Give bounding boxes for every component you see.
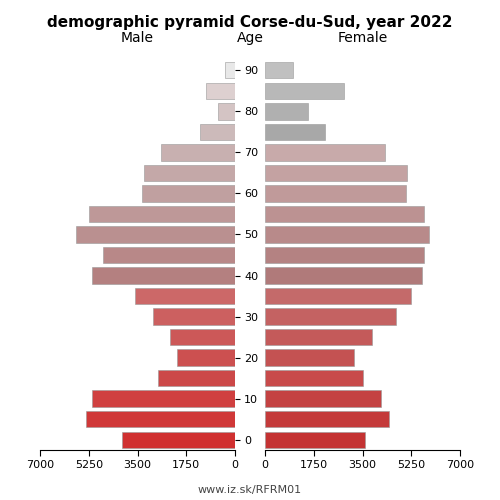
Bar — [134, 288, 235, 304]
Text: Male: Male — [121, 31, 154, 45]
Bar — [265, 350, 354, 366]
Bar — [265, 390, 380, 407]
Bar — [161, 144, 235, 160]
Bar — [102, 247, 235, 263]
Bar — [86, 411, 235, 428]
Bar — [76, 226, 235, 242]
Bar — [218, 103, 235, 120]
Bar — [265, 124, 325, 140]
Bar — [265, 432, 366, 448]
Bar — [265, 206, 424, 222]
Bar — [265, 226, 430, 242]
Text: demographic pyramid Corse-du-Sud, year 2022: demographic pyramid Corse-du-Sud, year 2… — [47, 15, 453, 30]
Bar — [92, 268, 235, 283]
Bar — [226, 62, 235, 78]
Text: www.iz.sk/RFRM01: www.iz.sk/RFRM01 — [198, 485, 302, 495]
Bar — [265, 164, 407, 181]
Bar — [265, 144, 385, 160]
Bar — [92, 390, 235, 407]
Bar — [265, 82, 344, 99]
Bar — [265, 329, 372, 345]
Bar — [89, 206, 235, 222]
Bar — [176, 350, 235, 366]
Bar — [265, 103, 308, 120]
Text: Age: Age — [236, 31, 264, 45]
Bar — [170, 329, 235, 345]
Bar — [142, 185, 235, 202]
Bar — [265, 247, 424, 263]
Bar — [122, 432, 235, 448]
Bar — [265, 308, 396, 325]
Bar — [265, 288, 411, 304]
Bar — [200, 124, 235, 140]
Bar — [265, 185, 406, 202]
Bar — [265, 268, 422, 283]
Bar — [206, 82, 235, 99]
Bar — [265, 370, 362, 386]
Text: Female: Female — [338, 31, 388, 45]
Bar — [265, 411, 389, 428]
Bar — [153, 308, 235, 325]
Bar — [144, 164, 235, 181]
Bar — [265, 62, 293, 78]
Bar — [158, 370, 235, 386]
